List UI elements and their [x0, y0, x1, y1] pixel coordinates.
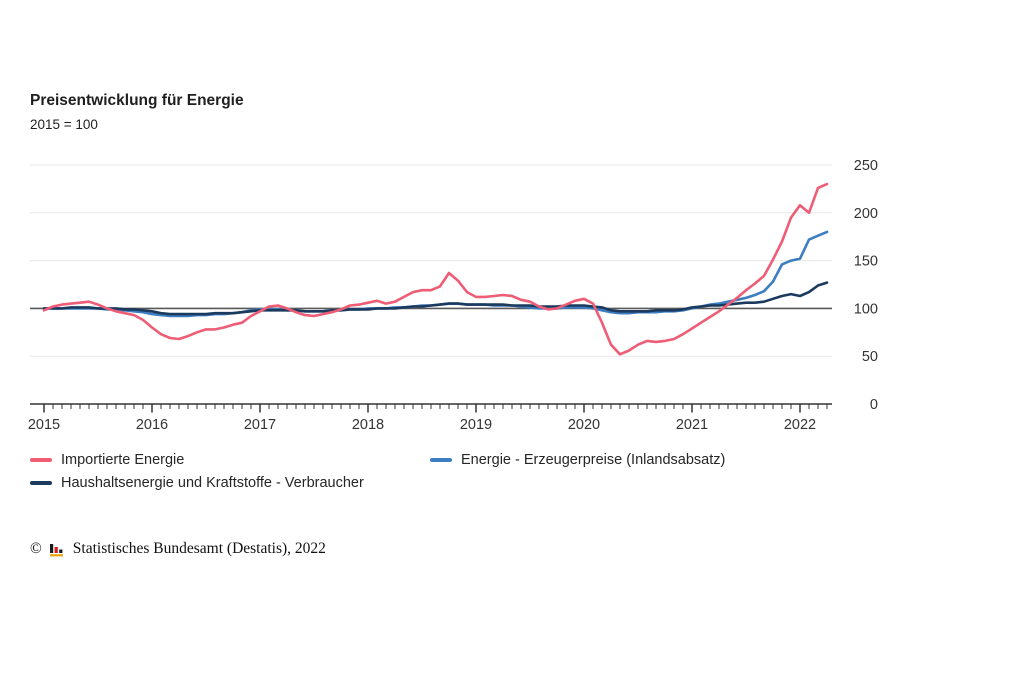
y-axis-tick-label: 250	[854, 158, 878, 174]
legend-label: Haushaltsenergie und Kraftstoffe - Verbr…	[61, 475, 364, 491]
legend-swatch-navy-icon	[30, 481, 52, 485]
series-line-2	[42, 281, 829, 316]
legend-swatch-pink-icon	[30, 458, 52, 462]
source-line: © Statistisches Bundesamt (Destatis), 20…	[30, 540, 326, 558]
legend-swatch-blue-icon	[430, 458, 452, 462]
x-axis-year-label: 2019	[460, 417, 492, 433]
series-line-0	[42, 182, 829, 356]
chart-title: Preisentwicklung für Energie	[30, 92, 244, 109]
y-axis-tick-label: 200	[854, 206, 878, 222]
legend-item-haushaltsenergie: Haushaltsenergie und Kraftstoffe - Verbr…	[30, 475, 430, 491]
y-axis-tick-label: 50	[862, 349, 878, 365]
chart-subtitle: 2015 = 100	[30, 117, 98, 132]
copyright-symbol: ©	[30, 540, 42, 557]
legend-label: Importierte Energie	[61, 452, 185, 468]
x-axis-year-label: 2016	[136, 417, 168, 433]
y-axis-tick-label: 150	[854, 254, 878, 270]
x-axis-year-label: 2017	[244, 417, 276, 433]
y-axis-tick-label: 0	[870, 397, 878, 413]
x-axis-year-label: 2015	[28, 417, 60, 433]
legend-item-erzeugerpreise: Energie - Erzeugerpreise (Inlandsabsatz)	[430, 452, 830, 468]
y-axis-tick-label: 100	[854, 301, 878, 317]
legend-item-importierte-energie: Importierte Energie	[30, 452, 430, 468]
destatis-logo-icon	[49, 543, 63, 556]
x-axis-year-label: 2018	[352, 417, 384, 433]
x-axis-year-label: 2020	[568, 417, 600, 433]
legend: Importierte Energie Energie - Erzeugerpr…	[30, 452, 830, 491]
x-axis-year-label: 2021	[676, 417, 708, 433]
series-line-1	[42, 230, 829, 318]
legend-label: Energie - Erzeugerpreise (Inlandsabsatz)	[461, 452, 726, 468]
x-axis-year-label: 2022	[784, 417, 816, 433]
source-text: Statistisches Bundesamt (Destatis), 2022	[72, 540, 326, 557]
